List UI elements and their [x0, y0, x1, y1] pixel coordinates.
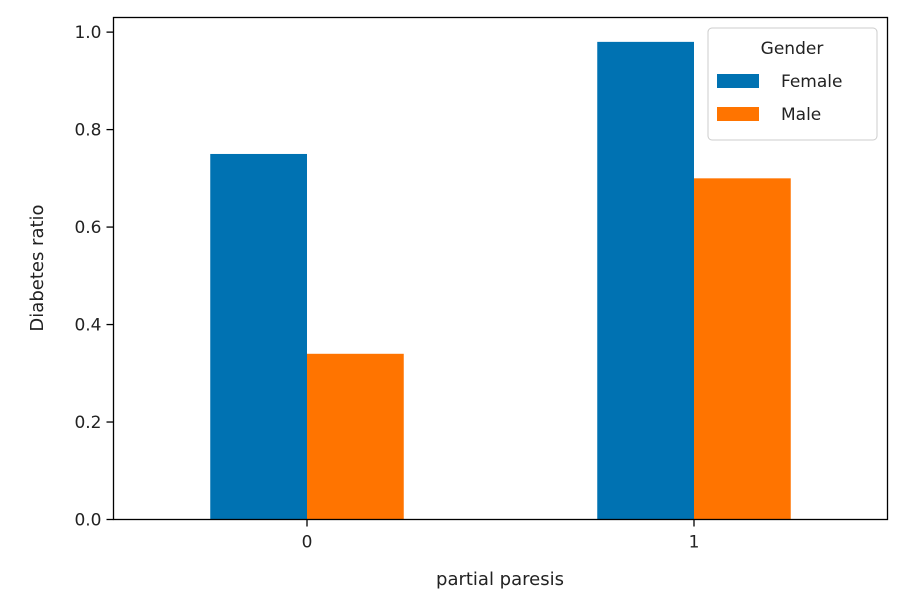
bar-male-0: [307, 353, 404, 520]
legend-swatch-male: [717, 107, 759, 121]
x-tick-label: 1: [689, 533, 700, 553]
legend: Gender Female Male: [707, 27, 878, 141]
x-tick-label: 0: [302, 533, 313, 553]
y-axis-ticks: 0.0 0.2 0.4 0.6 0.8 1.0: [74, 23, 114, 531]
bars-group: [210, 41, 791, 520]
y-tick-label: 0.2: [74, 413, 101, 433]
y-tick-label: 0.0: [74, 511, 101, 531]
y-tick-label: 1.0: [74, 23, 101, 43]
y-tick-label: 0.6: [74, 218, 101, 238]
y-axis-label: Diabetes ratio: [27, 204, 48, 331]
x-axis-label: partial paresis: [436, 569, 564, 590]
legend-label-female: Female: [781, 72, 842, 92]
plot-frame: [112, 16, 889, 521]
legend-swatch-female: [717, 74, 759, 88]
y-tick-label: 0.4: [74, 316, 101, 336]
bar-female-1: [597, 41, 694, 520]
y-tick-label: 0.8: [74, 121, 101, 141]
bar-female-0: [210, 153, 307, 520]
legend-label-male: Male: [781, 105, 821, 125]
legend-title: Gender: [761, 39, 824, 59]
bar-male-1: [694, 178, 791, 520]
